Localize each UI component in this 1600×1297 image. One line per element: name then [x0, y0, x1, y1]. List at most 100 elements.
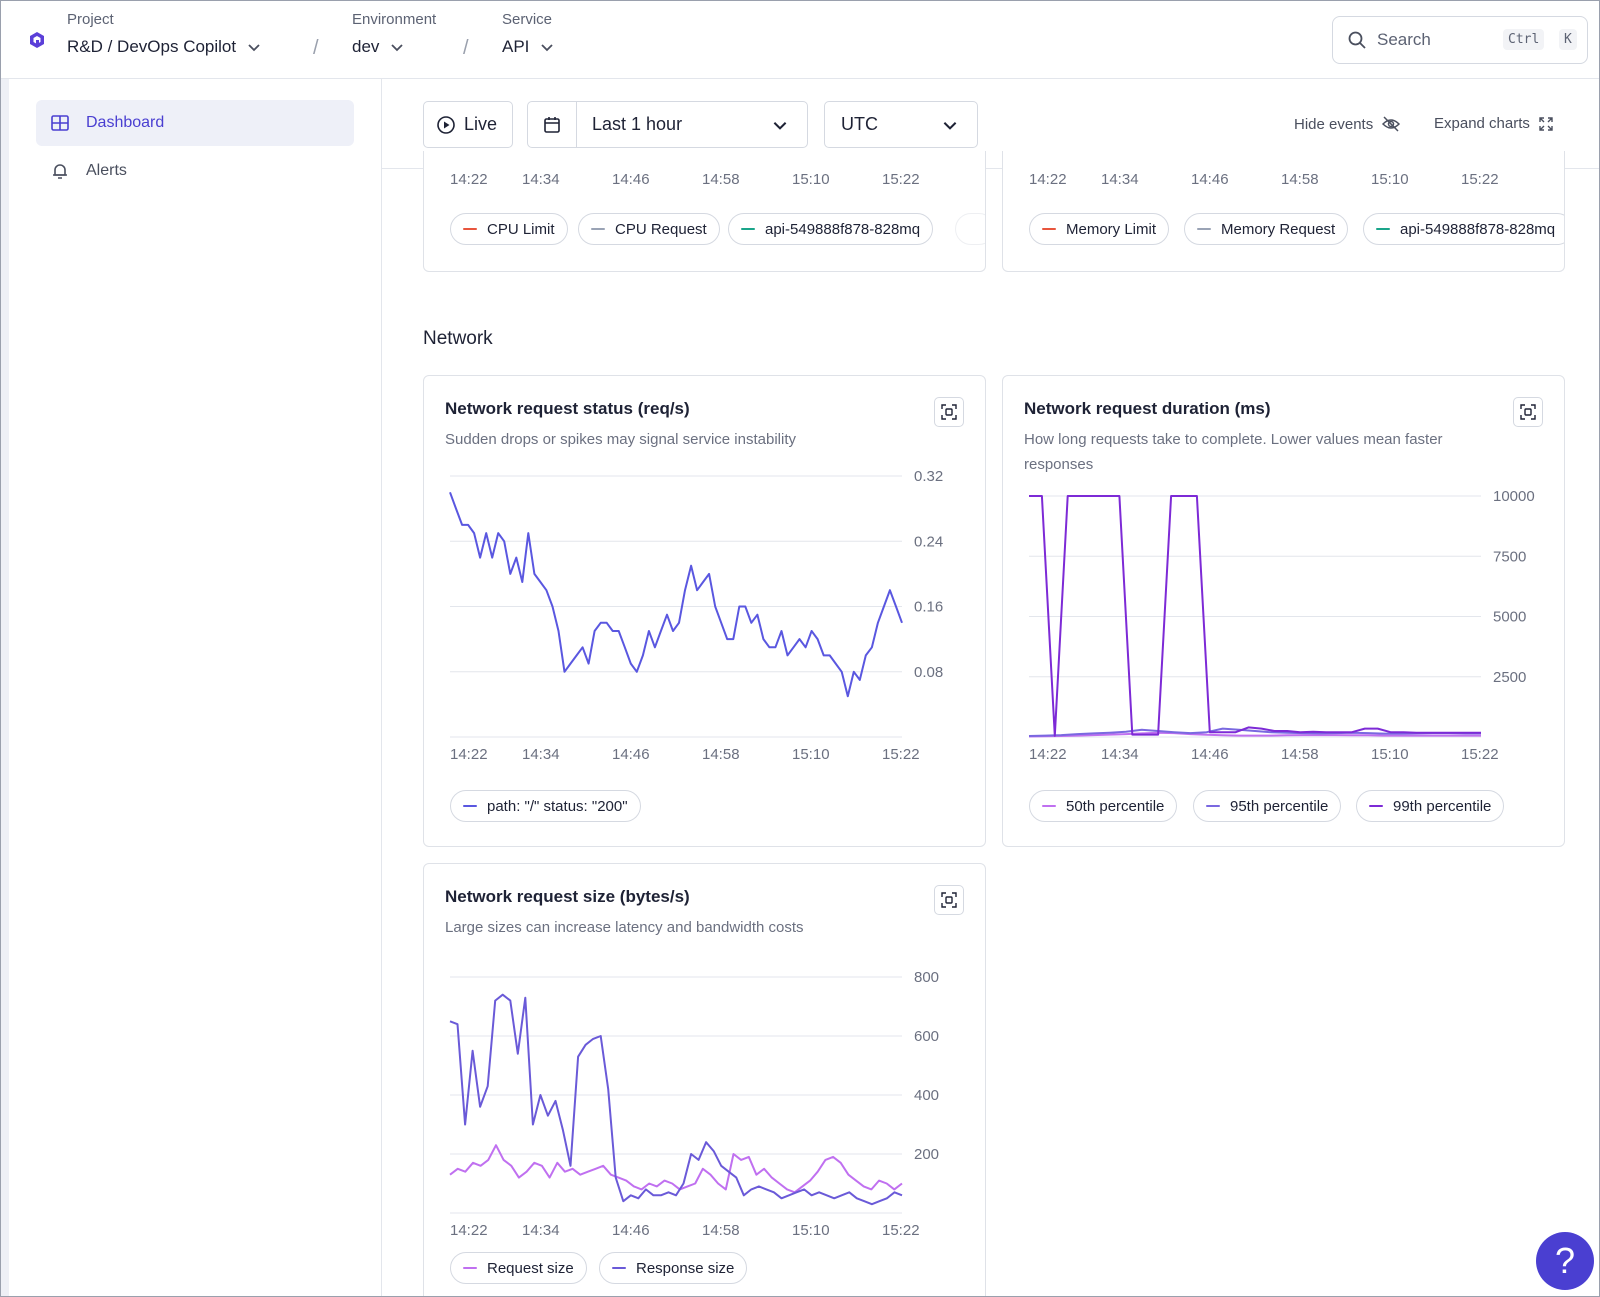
- x-tick-label: 14:46: [1191, 746, 1229, 763]
- chart-title: Network request status (req/s): [445, 399, 690, 418]
- y-tick-label: 0.08: [914, 664, 943, 681]
- y-tick-label: 0.16: [914, 599, 943, 616]
- legend-item-pod[interactable]: api-549888f878-828mq: [1363, 213, 1564, 245]
- legend-item-cpu-request[interactable]: CPU Request: [578, 213, 720, 245]
- time-range-label: Last 1 hour: [592, 114, 683, 134]
- legend-label: CPU Request: [615, 220, 707, 238]
- y-tick-label: 0.24: [914, 533, 943, 550]
- search-input[interactable]: Search Ctrl K: [1332, 16, 1588, 64]
- x-tick-label: 15:10: [792, 746, 830, 763]
- x-tick-label: 14:58: [702, 1222, 740, 1239]
- environment-dropdown[interactable]: dev: [352, 37, 436, 57]
- sidebar-item-label: Dashboard: [86, 114, 165, 131]
- legend-item-status-200[interactable]: path: "/" status: "200": [450, 790, 641, 822]
- live-button[interactable]: Live: [423, 101, 513, 148]
- legend-item-p99[interactable]: 99th percentile: [1356, 790, 1505, 822]
- legend-item-response-size[interactable]: Response size: [599, 1252, 748, 1284]
- chevron-down-icon: [248, 44, 260, 52]
- expand-charts-button[interactable]: Expand charts: [1434, 115, 1554, 132]
- network-status-chart[interactable]: 0.32 0.24 0.16 0.08 14:22 14:34 14:46 14:58 15:1…: [424, 466, 986, 766]
- sidebar-edge: [1, 79, 9, 1296]
- service-label: Service: [502, 11, 553, 28]
- x-tick-label: 14:34: [522, 1222, 560, 1239]
- project-dropdown[interactable]: R&D / DevOps Copilot: [67, 37, 262, 57]
- y-tick-label: 600: [914, 1028, 939, 1045]
- legend-label: Memory Request: [1221, 220, 1336, 238]
- x-tick-label: 15:10: [1371, 746, 1409, 763]
- legend-label: api-549888f878-828mq: [765, 220, 921, 238]
- y-tick-label: 2500: [1493, 669, 1526, 686]
- project-value: R&D / DevOps Copilot: [67, 37, 237, 56]
- legend-label: api-549888f878-828mq: [1400, 220, 1556, 238]
- network-duration-chart[interactable]: 10000 7500 5000 2500 14:22 14:34 14:46 14:58 15:…: [1003, 466, 1565, 766]
- live-label: Live: [464, 114, 498, 134]
- legend-item-request-size[interactable]: Request size: [450, 1252, 587, 1284]
- project-label: Project: [67, 11, 114, 28]
- network-status-card: Network request status (req/s) Sudden dr…: [423, 375, 986, 847]
- timezone-dropdown[interactable]: UTC: [824, 101, 978, 148]
- legend-label: CPU Limit: [487, 220, 555, 238]
- legend-item-memory-limit[interactable]: Memory Limit: [1029, 213, 1170, 245]
- legend-swatch: [1369, 805, 1383, 807]
- legend-label: 99th percentile: [1393, 797, 1492, 815]
- x-tick-label: 14:46: [612, 1222, 650, 1239]
- sidebar: Dashboard Alerts: [1, 79, 382, 1296]
- legend-item-truncated[interactable]: [955, 213, 985, 245]
- hide-events-button[interactable]: Hide events: [1294, 115, 1401, 133]
- chart-subtitle: Sudden drops or spikes may signal servic…: [445, 431, 796, 448]
- x-tick-label: 15:10: [792, 1222, 830, 1239]
- focus-icon: [1520, 404, 1536, 420]
- focus-icon: [941, 892, 957, 908]
- x-tick-label: 15:22: [1461, 171, 1499, 188]
- x-tick-label: 15:22: [882, 1222, 920, 1239]
- expand-chart-button[interactable]: [1513, 397, 1543, 427]
- series-line-2: [1029, 495, 1481, 737]
- y-tick-label: 200: [914, 1146, 939, 1163]
- x-tick-label: 14:34: [522, 746, 560, 763]
- legend-swatch: [1197, 228, 1211, 230]
- time-range-dropdown[interactable]: Last 1 hour: [527, 101, 808, 148]
- legend-label: 95th percentile: [1230, 797, 1329, 815]
- x-tick-label: 14:22: [1029, 171, 1067, 188]
- x-tick-label: 14:22: [450, 746, 488, 763]
- calendar-button[interactable]: [528, 102, 577, 147]
- play-icon: [437, 115, 455, 134]
- legend-swatch: [463, 1267, 477, 1269]
- environment-selector: Environment dev: [352, 11, 436, 57]
- x-tick-label: 14:58: [1281, 171, 1319, 188]
- legend-swatch: [463, 228, 477, 230]
- search-placeholder: Search: [1377, 30, 1431, 49]
- legend-label: Request size: [487, 1259, 574, 1277]
- y-tick-label: 800: [914, 969, 939, 986]
- network-size-card: Network request size (bytes/s) Large siz…: [423, 863, 986, 1296]
- legend-item-memory-request[interactable]: Memory Request: [1184, 213, 1349, 245]
- app-logo-icon[interactable]: [28, 31, 46, 49]
- expand-chart-button[interactable]: [934, 885, 964, 915]
- legend-label: 50th percentile: [1066, 797, 1165, 815]
- legend-item-pod[interactable]: api-549888f878-828mq: [728, 213, 934, 245]
- network-size-chart[interactable]: 800 600 400 200 14:22 14:34 14:46 14:58 15:10 15:…: [424, 952, 986, 1252]
- expand-chart-button[interactable]: [934, 397, 964, 427]
- sidebar-item-dashboard[interactable]: Dashboard: [36, 100, 354, 146]
- chevron-down-icon: [541, 44, 554, 52]
- legend-item-p50[interactable]: 50th percentile: [1029, 790, 1178, 822]
- project-selector: Project R&D / DevOps Copilot: [67, 11, 262, 57]
- series-line-1: [449, 993, 903, 1206]
- help-button[interactable]: ?: [1536, 1232, 1594, 1290]
- x-tick-label: 15:22: [1461, 746, 1499, 763]
- x-tick-label: 14:22: [450, 1222, 488, 1239]
- memory-usage-card: 14:22 14:34 14:46 14:58 15:10 15:22 Memory Li…: [1002, 151, 1565, 272]
- legend-label: Response size: [636, 1259, 735, 1277]
- environment-label: Environment: [352, 11, 437, 28]
- x-tick-label: 15:22: [882, 171, 920, 188]
- sidebar-item-alerts[interactable]: Alerts: [36, 148, 354, 194]
- chart-subtitle: How long requests take to complete. Lowe…: [1024, 431, 1443, 473]
- search-icon: [1348, 31, 1366, 49]
- legend-item-cpu-limit[interactable]: CPU Limit: [450, 213, 568, 245]
- chart-title: Network request duration (ms): [1024, 399, 1271, 418]
- environment-value: dev: [352, 37, 380, 56]
- x-tick-label: 14:34: [1101, 171, 1139, 188]
- legend-item-p95[interactable]: 95th percentile: [1193, 790, 1342, 822]
- service-dropdown[interactable]: API: [502, 37, 555, 57]
- x-tick-label: 14:34: [522, 171, 560, 188]
